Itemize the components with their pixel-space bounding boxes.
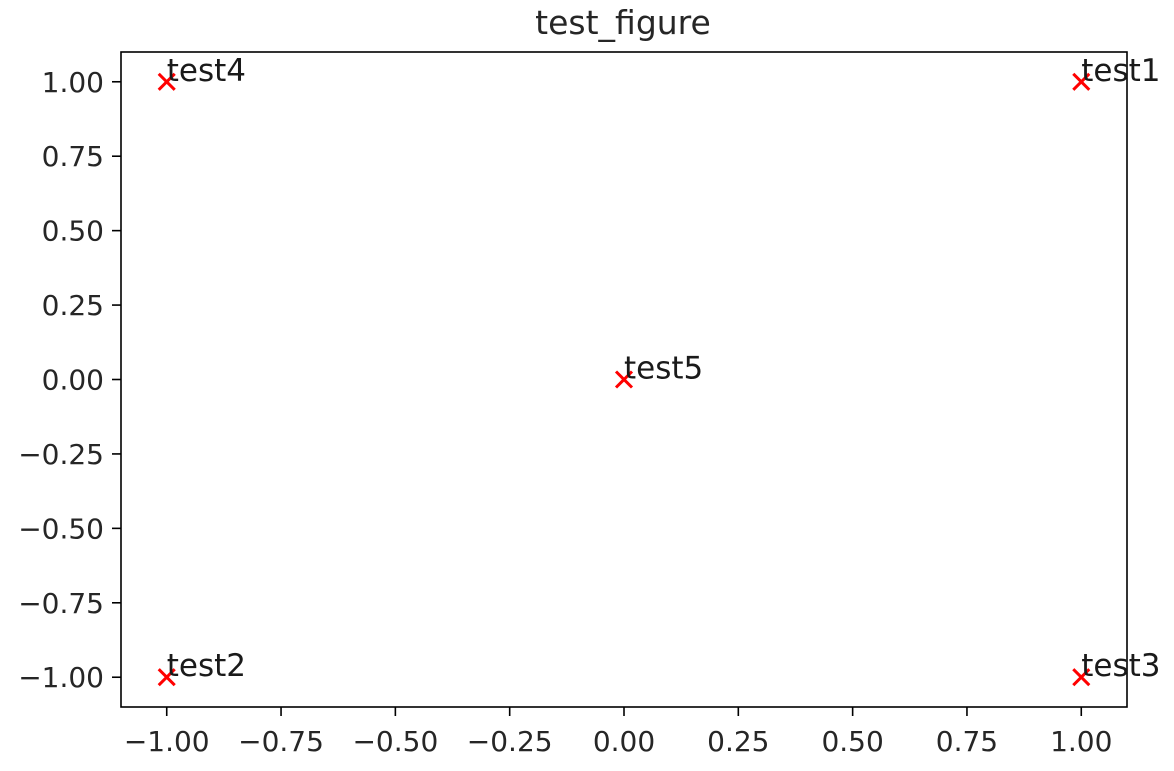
y-tick-label: −0.25	[18, 438, 104, 471]
point-label-test4: test4	[167, 53, 246, 89]
y-tick-label: −1.00	[18, 661, 104, 694]
point-label-test1: test1	[1081, 53, 1160, 89]
point-label-test3: test3	[1081, 648, 1160, 684]
y-tick-label: 0.50	[42, 215, 104, 248]
point-marker-test1	[1072, 72, 1091, 91]
y-tick-label: 0.75	[42, 140, 104, 173]
point-marker-test3	[1072, 668, 1091, 687]
point-marker-test4	[157, 72, 176, 91]
y-tick-label: 0.25	[42, 289, 104, 322]
point-marker-test2	[157, 668, 176, 687]
y-tick-label: −0.75	[18, 587, 104, 620]
x-tick-label: 0.75	[936, 725, 998, 758]
point-labels: test1 test2 test3 test4 test5	[167, 53, 1161, 684]
point-label-test2: test2	[167, 648, 246, 684]
y-tick-label: −0.50	[18, 512, 104, 545]
x-tick-label: 0.25	[707, 725, 769, 758]
y-tick-label: 0.00	[42, 364, 104, 397]
x-tick-label: 0.00	[593, 725, 655, 758]
x-tick-label: −0.25	[467, 725, 553, 758]
x-tick-label: 0.50	[821, 725, 883, 758]
chart-title: test_figure	[535, 3, 711, 42]
data-points	[157, 72, 1091, 687]
y-tick-label: 1.00	[42, 66, 104, 99]
x-axis: −1.00 −0.75 −0.50 −0.25 0.00 0.25 0.50 0.75 1.00	[124, 707, 1112, 758]
x-tick-label: −0.50	[352, 725, 438, 758]
x-tick-label: −0.75	[238, 725, 324, 758]
y-axis: −1.00 −0.75 −0.50 −0.25 0.00 0.25 0.50 0.75 1.00	[18, 66, 121, 694]
point-marker-test5	[614, 370, 634, 389]
x-tick-label: −1.00	[124, 725, 210, 758]
point-label-test5: test5	[624, 351, 703, 387]
x-tick-label: 1.00	[1050, 725, 1112, 758]
